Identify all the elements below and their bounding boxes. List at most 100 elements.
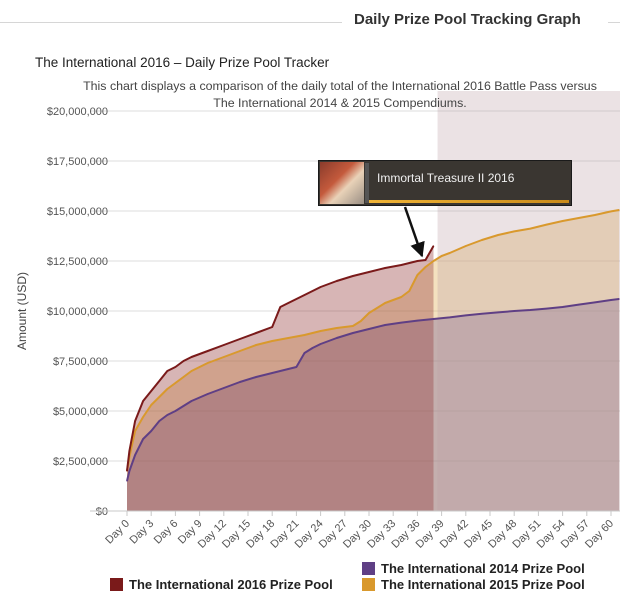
data-point [384, 324, 386, 326]
data-point [594, 301, 596, 303]
legend-label-ti2015: The International 2015 Prize Pool [381, 577, 585, 592]
data-point [449, 252, 451, 254]
data-point [174, 366, 176, 368]
data-point [142, 438, 144, 440]
y-tick-label: $7,500,000 [53, 356, 108, 368]
annotation-arrow [403, 206, 425, 258]
data-point [352, 325, 354, 327]
data-point [303, 334, 306, 336]
data-point [320, 286, 322, 288]
data-point [368, 312, 370, 314]
tooltip-separator [365, 163, 369, 203]
header-divider-left [0, 22, 342, 23]
legend-swatch-ti2015 [362, 578, 375, 591]
data-point [513, 230, 515, 232]
data-point [432, 245, 435, 247]
data-point [610, 299, 612, 301]
tooltip-label: Immortal Treasure II 2016 [377, 171, 515, 185]
data-point [239, 338, 241, 340]
data-point [134, 454, 136, 456]
data-point [384, 302, 386, 304]
data-point [465, 314, 467, 316]
data-point [424, 259, 427, 261]
data-point [562, 220, 564, 222]
y-tick-label: $10,000,000 [47, 306, 108, 318]
legend-item-ti2015[interactable]: The International 2015 Prize Pool [362, 577, 585, 592]
data-point [255, 344, 257, 346]
chart-description: This chart displays a comparison of the … [40, 78, 620, 112]
data-point [610, 210, 612, 212]
data-point [497, 234, 499, 236]
data-point [287, 337, 289, 339]
data-point [441, 255, 443, 257]
data-point [158, 380, 160, 382]
x-tick-label: Day 6 [152, 518, 181, 547]
data-point [320, 330, 322, 332]
data-point [303, 352, 306, 354]
data-point [465, 245, 467, 247]
data-point [166, 370, 168, 372]
chart-title: The International 2016 – Daily Prize Poo… [35, 55, 330, 70]
data-point [562, 306, 564, 308]
annotation-arrow-line [403, 206, 425, 258]
future-region [437, 91, 620, 511]
series-area-0 [127, 210, 620, 511]
data-point [174, 382, 176, 384]
data-point [432, 318, 435, 320]
y-tick-label: $5,000,000 [53, 406, 108, 418]
treasure-thumbnail-icon [320, 162, 364, 204]
series-areas [127, 210, 620, 511]
data-point [223, 356, 225, 358]
data-point [255, 376, 257, 378]
data-point [239, 350, 241, 352]
chart-description-line-1: This chart displays a comparison of the … [83, 79, 597, 93]
data-point [303, 294, 306, 296]
data-point [618, 209, 620, 211]
legend-label-ti2016: The International 2016 Prize Pool [129, 577, 333, 592]
legend-swatch-ti2014 [362, 562, 375, 575]
data-point [529, 309, 531, 311]
data-point [128, 450, 130, 452]
data-point [150, 390, 152, 392]
data-point [352, 332, 354, 334]
data-point [199, 366, 201, 368]
data-point [142, 416, 144, 418]
data-point [432, 260, 435, 262]
x-tick-label: Day 3 [128, 518, 157, 547]
data-point [128, 470, 130, 472]
data-point [150, 430, 152, 432]
data-point [223, 387, 225, 389]
series-line-0 [126, 209, 620, 472]
data-point [207, 350, 209, 352]
legend-item-ti2014[interactable]: The International 2014 Prize Pool [362, 561, 585, 576]
y-tick-label: $2,500,000 [53, 456, 108, 468]
data-point [174, 410, 176, 412]
data-point [416, 320, 418, 322]
data-point [449, 316, 451, 318]
data-point [408, 290, 410, 292]
y-tick-label: $0 [96, 506, 108, 518]
grid-lines [90, 110, 620, 462]
legend-item-ti2016[interactable]: The International 2016 Prize Pool [110, 577, 333, 592]
y-axis-label: Amount (USD) [15, 272, 29, 350]
data-point [271, 326, 273, 328]
y-tick-label: $17,500,000 [47, 156, 108, 168]
data-point [368, 271, 370, 273]
data-point [166, 414, 168, 416]
data-point [271, 372, 273, 374]
data-point [594, 214, 596, 216]
data-point [190, 370, 193, 372]
data-point [400, 322, 402, 324]
data-point [255, 332, 257, 334]
data-point [360, 320, 362, 322]
y-tick-label: $15,000,000 [47, 206, 108, 218]
data-point [320, 343, 322, 345]
data-point [207, 393, 209, 395]
y-tick-label: $12,500,000 [47, 256, 108, 268]
legend-label-ti2014: The International 2014 Prize Pool [381, 561, 585, 576]
data-point [134, 420, 136, 422]
data-point [336, 327, 338, 329]
data-point [336, 337, 338, 339]
data-point [416, 274, 418, 276]
data-point [271, 340, 273, 342]
